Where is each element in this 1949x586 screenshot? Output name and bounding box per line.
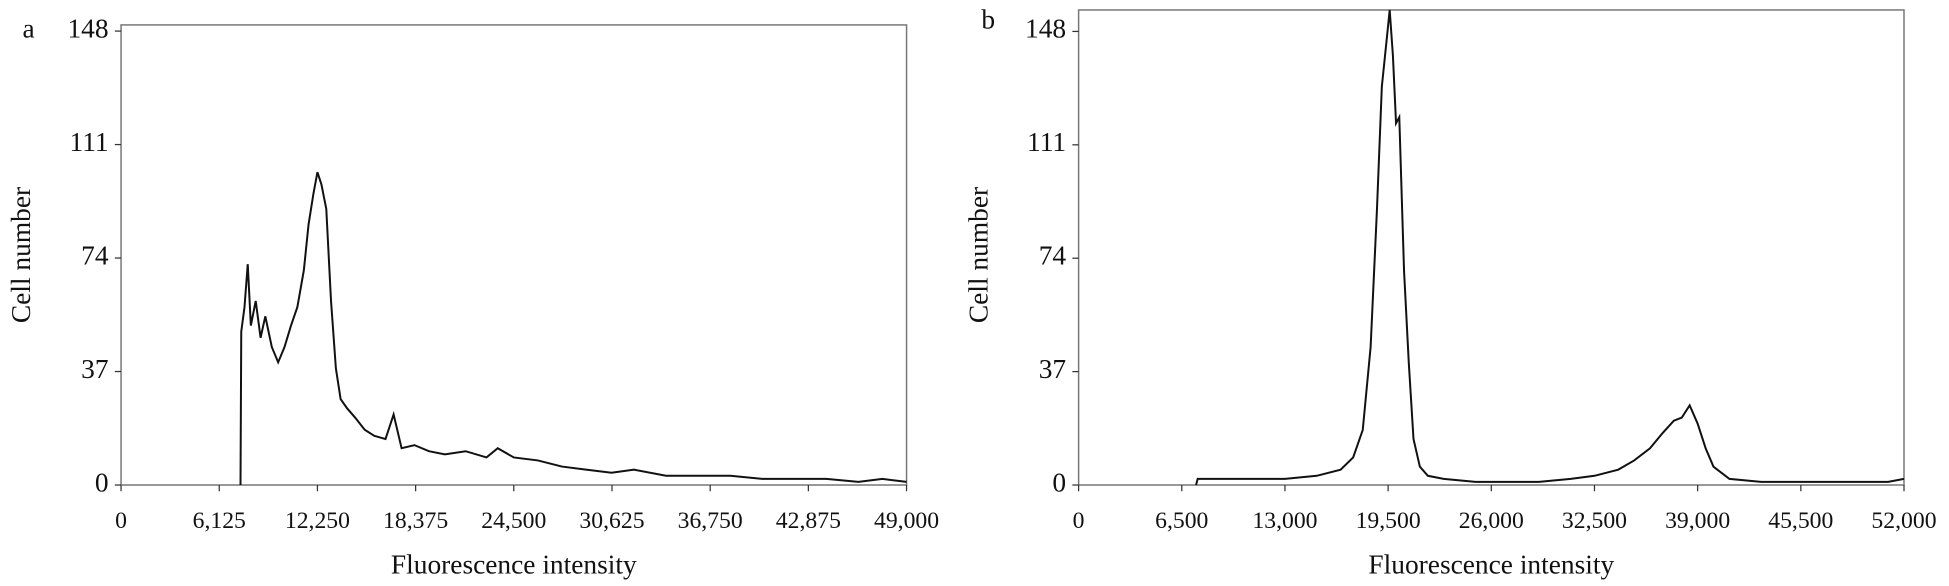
x-tick-label: 39,000 — [1665, 508, 1730, 534]
x-tick-label: 18,375 — [383, 508, 448, 534]
y-tick-label: 148 — [67, 13, 108, 43]
y-tick-label: 37 — [1039, 354, 1066, 384]
plot-frame — [1077, 9, 1905, 486]
x-axis-label: Fluorescence intensity — [1368, 550, 1614, 580]
x-tick-label: 0 — [115, 508, 127, 534]
y-tick-label: 74 — [81, 240, 109, 270]
y-tick-label: 74 — [1039, 241, 1067, 271]
y-tick-label: 111 — [1027, 127, 1066, 157]
x-tick-label: 6,500 — [1155, 508, 1208, 534]
plot-frame — [120, 24, 908, 486]
y-tick-label: 111 — [70, 127, 109, 157]
x-tick-label: 12,250 — [285, 508, 350, 534]
y-tick-label: 37 — [81, 354, 108, 384]
x-tick-label: 42,875 — [776, 508, 841, 534]
x-tick-label: 36,750 — [678, 508, 743, 534]
x-tick-label: 24,500 — [481, 508, 546, 534]
x-tick-label: 45,500 — [1768, 508, 1833, 534]
y-axis-label: Cell number — [964, 187, 994, 323]
y-axis-label: Cell number — [6, 187, 36, 323]
x-tick-label: 30,625 — [579, 508, 644, 534]
data-line — [1195, 9, 1905, 486]
y-tick-label: 0 — [95, 467, 109, 497]
panel-label: a — [23, 13, 35, 43]
x-axis-label: Fluorescence intensity — [391, 550, 637, 580]
panel-label: b — [981, 5, 995, 35]
data-line — [239, 171, 907, 486]
x-tick-label: 26,000 — [1459, 508, 1524, 534]
x-tick-label: 49,000 — [874, 508, 939, 534]
y-tick-label: 0 — [1052, 467, 1066, 497]
x-tick-label: 6,125 — [193, 508, 246, 534]
y-tick-label: 148 — [1025, 14, 1066, 44]
x-tick-label: 0 — [1073, 508, 1085, 534]
x-tick-label: 13,000 — [1252, 508, 1317, 534]
x-tick-label: 52,000 — [1871, 508, 1936, 534]
x-tick-label: 19,500 — [1356, 508, 1421, 534]
x-tick-label: 32,500 — [1562, 508, 1627, 534]
